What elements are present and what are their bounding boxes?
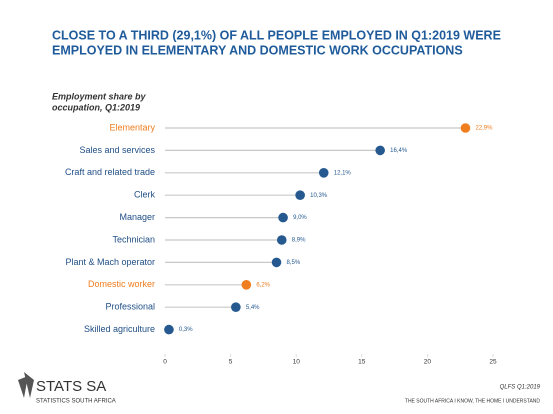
x-tick-label: 10	[293, 359, 301, 366]
dot	[375, 145, 385, 156]
y-tick-label: Sales and services	[79, 145, 155, 155]
dot	[278, 212, 288, 223]
source: QLFS Q1:2019	[500, 385, 541, 391]
x-tick-label: 5	[229, 359, 233, 366]
y-tick-label: Plant & Mach operator	[65, 257, 155, 267]
dot	[318, 168, 329, 178]
logo-icon	[18, 372, 34, 398]
value-label: 12,1%	[334, 170, 352, 176]
subtitle: Employment share by	[52, 91, 147, 101]
y-tick-label: Skilled agriculture	[84, 324, 155, 334]
value-label: 16,4%	[390, 148, 408, 154]
dot	[295, 190, 305, 200]
logo-subtext: STATISTICS SOUTH AFRICA	[36, 399, 116, 405]
x-tick-label: 20	[424, 359, 432, 366]
dot	[460, 123, 471, 133]
dot	[276, 235, 287, 245]
value-label: 22,9%	[475, 126, 493, 132]
dot	[164, 324, 174, 335]
dot	[231, 302, 241, 313]
x-tick-label: 15	[358, 359, 366, 366]
value-label: 10,3%	[310, 193, 328, 199]
y-tick-label: Elementary	[109, 122, 155, 132]
value-label: 8,5%	[287, 260, 301, 266]
dot	[241, 280, 252, 290]
chart-title: CLOSE TO A THIRD (29,1%) OF ALL PEOPLE E…	[52, 28, 501, 42]
y-tick-label: Domestic worker	[88, 279, 155, 289]
chart-title: EMPLOYED IN ELEMENTARY AND DOMESTIC WORK…	[52, 43, 463, 57]
y-tick-label: Craft and related trade	[65, 167, 155, 177]
value-label: 9,0%	[293, 215, 307, 221]
y-tick-label: Clerk	[134, 190, 156, 200]
y-tick-label: Technician	[112, 234, 155, 244]
value-label: 5,4%	[246, 305, 260, 311]
y-tick-label: Manager	[119, 212, 155, 222]
x-tick-label: 0	[163, 359, 167, 366]
x-tick-label: 25	[489, 359, 497, 366]
value-label: 8,9%	[292, 238, 306, 244]
subtitle: occupation, Q1:2019	[52, 102, 140, 112]
value-label: 6,2%	[256, 282, 270, 288]
slogan: THE SOUTH AFRICA I KNOW, THE HOME I UNDE…	[405, 398, 540, 404]
value-label: 0,3%	[179, 327, 193, 333]
dot	[271, 257, 282, 268]
logo	[18, 372, 34, 398]
y-tick-label: Professional	[105, 302, 155, 312]
logo-text: STATS SA	[36, 378, 106, 395]
